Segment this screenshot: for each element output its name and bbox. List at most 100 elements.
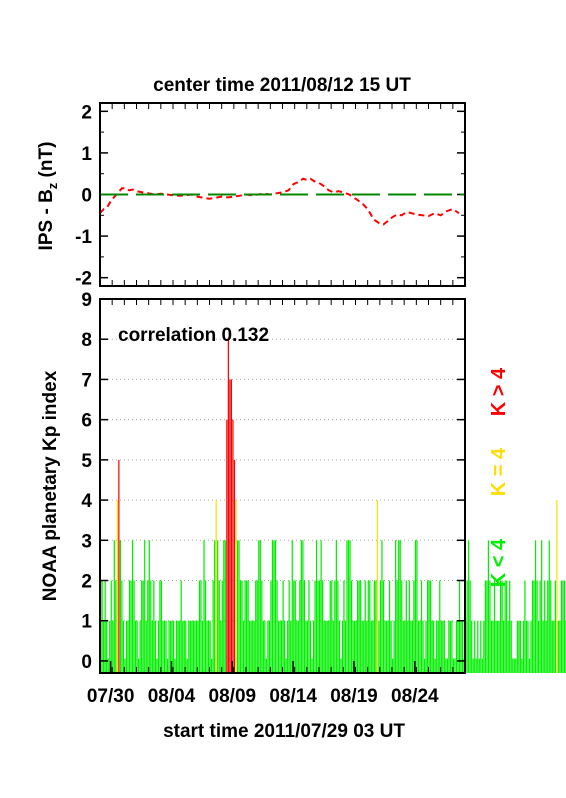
kp-bar: [192, 620, 194, 673]
kp-bar: [259, 540, 261, 673]
kp-bar: [288, 580, 290, 673]
kp-bar: [157, 620, 160, 673]
kp-bar: [405, 580, 407, 673]
kp-bar: [329, 580, 331, 673]
kp-bar: [373, 580, 375, 673]
kp-bar: [556, 500, 558, 673]
kp-bar: [518, 620, 520, 673]
kp-bar: [469, 580, 471, 673]
kp-bar: [498, 620, 500, 673]
kp-bar: [490, 620, 493, 673]
kp-bar: [238, 540, 240, 673]
kp-bar: [533, 580, 535, 673]
kp-bar: [297, 620, 299, 673]
kp-bar: [560, 580, 563, 673]
kp-bar: [230, 379, 233, 673]
kp-bar: [410, 620, 412, 673]
kp-x-tick-label: 08/09: [209, 686, 257, 707]
kp-bar: [173, 620, 175, 673]
kp-bar: [189, 620, 191, 673]
kp-bar: [262, 620, 264, 673]
kp-y-tick-label: 0: [81, 652, 92, 673]
kp-bar: [147, 580, 149, 673]
kp-bar: [466, 580, 468, 673]
kp-bar: [235, 500, 237, 673]
kp-bar: [183, 620, 185, 673]
kp-bar: [402, 620, 404, 673]
kp-bar: [492, 620, 494, 673]
kp-bar: [229, 379, 231, 673]
kp-bar: [515, 658, 517, 673]
kp-bar: [125, 620, 128, 673]
kp-bar: [271, 540, 274, 673]
kp-bar: [119, 540, 121, 673]
bz-panel-title: center time 2011/08/12 15 UT: [153, 75, 411, 96]
kp-y-tick-label: 8: [81, 330, 92, 351]
bz-y-tick-label: 0: [81, 186, 92, 207]
kp-bar: [376, 500, 379, 673]
kp-bar: [527, 620, 529, 673]
kp-bar: [247, 580, 249, 673]
kp-bar: [280, 620, 283, 673]
kp-bar: [434, 658, 436, 673]
bz-y-tick-label: -1: [75, 227, 92, 248]
bz-y-tick-label: -2: [75, 269, 92, 290]
kp-bar: [551, 620, 553, 673]
kp-bar: [151, 620, 153, 673]
kp-x-axis-label: start time 2011/07/29 03 UT: [163, 721, 405, 742]
kp-bar: [309, 620, 312, 673]
kp-bar: [337, 580, 339, 673]
kp-bar: [440, 620, 442, 673]
kp-bar: [445, 658, 447, 673]
kp-bar: [203, 540, 205, 673]
kp-panel: 0 1 2 3 4 5 6 7 8 9 07/30 08/04 08/09 08/14 08/19 08/24…: [40, 290, 566, 742]
kp-y-tick-label: 7: [81, 370, 92, 391]
kp-legend-item: K = 4: [488, 447, 510, 496]
kp-bar: [134, 620, 137, 673]
kp-bar: [195, 620, 198, 673]
kp-bar: [282, 580, 284, 673]
kp-bar: [296, 620, 298, 673]
kp-bar: [344, 620, 347, 673]
kp-bar: [449, 620, 452, 673]
kp-bar: [548, 540, 550, 673]
kp-bar: [446, 658, 448, 673]
kp-y-tick-label: 2: [81, 572, 92, 593]
kp-bar: [487, 540, 490, 673]
kp-bar: [521, 658, 523, 673]
kp-x-tick-label: 08/14: [269, 686, 317, 707]
kp-bar: [115, 580, 117, 673]
kp-bar: [361, 620, 363, 673]
kp-bar: [334, 580, 336, 673]
kp-bar: [346, 540, 348, 673]
kp-bar: [401, 580, 403, 673]
kp-bar: [384, 620, 386, 673]
kp-bar: [495, 620, 497, 673]
kp-bar: [474, 620, 476, 673]
kp-bar: [319, 580, 321, 673]
kp-bar: [382, 580, 385, 673]
kp-bar: [553, 620, 555, 673]
kp-bar: [197, 620, 199, 673]
bz-series-line: [99, 177, 460, 226]
kp-bar: [177, 620, 179, 673]
kp-bars: [100, 339, 566, 673]
kp-bar: [306, 620, 309, 673]
kp-bar: [328, 620, 330, 673]
kp-bar: [185, 620, 187, 673]
kp-bar: [413, 580, 415, 673]
kp-bar: [448, 620, 450, 673]
kp-bar: [545, 620, 547, 673]
kp-bar: [300, 540, 302, 673]
kp-bar: [507, 620, 509, 673]
kp-bar: [148, 540, 150, 673]
kp-bar: [480, 620, 482, 673]
kp-bar: [118, 459, 120, 673]
kp-bar: [122, 620, 125, 673]
kp-bar: [390, 620, 392, 673]
kp-bar: [477, 620, 479, 673]
kp-x-tick-label: 08/24: [391, 686, 439, 707]
kp-bar: [212, 580, 214, 673]
kp-bar: [369, 580, 371, 673]
kp-bar: [317, 580, 319, 673]
